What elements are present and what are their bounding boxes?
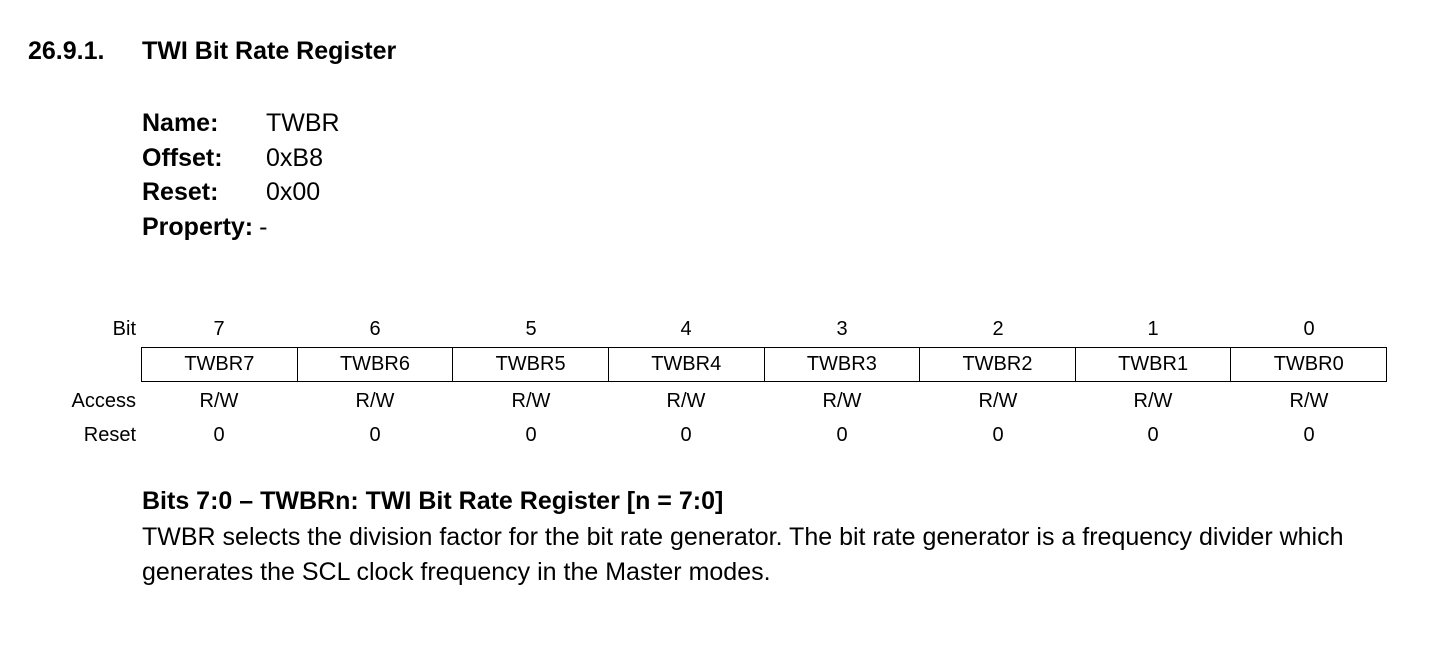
meta-value: 0xB8 [266, 143, 323, 172]
access-value: R/W [199, 390, 239, 412]
register-field: TWBR0 [1273, 353, 1344, 375]
section-number: 26.9.1. [28, 37, 105, 65]
bit-number: 7 [213, 318, 225, 340]
access-row-label: Access [71, 390, 136, 412]
reset-row: Reset 0 0 0 0 0 0 0 0 [0, 422, 1444, 448]
access-value: R/W [355, 390, 395, 412]
register-field-table: TWBR7 TWBR6 TWBR5 TWBR4 TWBR3 TWBR2 TWBR… [141, 347, 1387, 382]
bit-row-label: Bit [112, 318, 136, 340]
register-field: TWBR3 [765, 348, 921, 381]
meta-name-row: Name: TWBR [142, 106, 340, 141]
reset-value: 0 [213, 424, 225, 446]
reset-row-label: Reset [83, 424, 136, 446]
reset-value: 0 [1303, 424, 1315, 446]
meta-label: Property: [142, 212, 254, 241]
reset-value: 0 [1147, 424, 1159, 446]
meta-value: - [259, 212, 268, 241]
meta-reset-row: Reset: 0x00 [142, 175, 340, 210]
register-meta: Name: TWBR Offset: 0xB8 Reset: 0x00 Prop… [142, 106, 340, 244]
reset-value: 0 [680, 424, 692, 446]
meta-value: 0x00 [266, 178, 321, 206]
register-field: TWBR4 [609, 348, 765, 381]
access-value: R/W [822, 390, 862, 412]
register-field: TWBR7 [142, 348, 298, 381]
bit-number: 1 [1147, 318, 1159, 340]
register-field: TWBR5 [453, 348, 609, 381]
meta-offset-row: Offset: 0xB8 [142, 141, 340, 176]
reset-value: 0 [525, 424, 537, 446]
meta-property-row: Property: - [142, 210, 340, 245]
meta-label: Offset: [142, 143, 223, 172]
meta-value: TWBR [266, 109, 340, 137]
access-value: R/W [1133, 390, 1173, 412]
bit-number-row: Bit 7 6 5 4 3 2 1 0 [0, 316, 1444, 342]
register-field: TWBR6 [298, 348, 454, 381]
bits-description-text: TWBR selects the division factor for the… [142, 523, 1344, 586]
reset-value: 0 [369, 424, 381, 446]
section-heading: 26.9.1. TWI Bit Rate Register [28, 37, 396, 66]
reset-value: 0 [836, 424, 848, 446]
bit-number: 2 [992, 318, 1004, 340]
access-row: Access R/W R/W R/W R/W R/W R/W R/W R/W [0, 388, 1444, 414]
access-value: R/W [666, 390, 706, 412]
bits-description-title: Bits 7:0 – TWBRn: TWI Bit Rate Register … [142, 487, 724, 515]
meta-label: Reset: [142, 178, 219, 206]
register-field: TWBR2 [920, 348, 1076, 381]
bit-number: 5 [525, 318, 537, 340]
meta-label: Name: [142, 109, 219, 137]
bit-number: 0 [1303, 318, 1315, 340]
access-value: R/W [1289, 390, 1329, 412]
bit-number: 6 [369, 318, 381, 340]
bit-number: 3 [836, 318, 848, 340]
register-field: TWBR1 [1076, 348, 1232, 381]
bit-number: 4 [680, 318, 692, 340]
section-title: TWI Bit Rate Register [142, 37, 397, 65]
access-value: R/W [511, 390, 551, 412]
access-value: R/W [978, 390, 1018, 412]
reset-value: 0 [992, 424, 1004, 446]
